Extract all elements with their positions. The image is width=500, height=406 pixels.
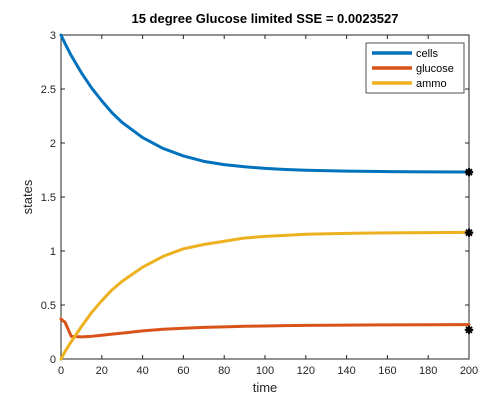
series-lines <box>59 33 471 361</box>
series-line-glucose <box>59 317 471 339</box>
data-point-markers <box>464 167 474 335</box>
y-tick-label: 3 <box>50 30 56 42</box>
y-axis-label: states <box>20 179 35 214</box>
x-tick-label: 20 <box>96 365 108 377</box>
legend-label-glucose: glucose <box>416 63 454 75</box>
chart-title: 15 degree Glucose limited SSE = 0.002352… <box>131 11 398 26</box>
y-tick-label: 2.5 <box>41 84 56 96</box>
x-tick-label: 180 <box>419 365 437 377</box>
x-tick-label: 0 <box>58 365 64 377</box>
data-point-marker <box>464 228 474 237</box>
y-tick-label: 0.5 <box>41 300 56 312</box>
x-tick-label: 40 <box>136 365 148 377</box>
legend-label-cells: cells <box>416 48 439 60</box>
y-tick-label: 1 <box>50 246 56 258</box>
legend-label-ammo: ammo <box>416 78 447 90</box>
x-tick-label: 200 <box>460 365 478 377</box>
x-tick-label: 120 <box>297 365 315 377</box>
x-tick-label: 60 <box>177 365 189 377</box>
x-axis-label: time <box>253 380 278 395</box>
y-axis-ticks: 0 0.5 1 1.5 2 2.5 3 <box>41 30 469 366</box>
x-tick-label: 80 <box>218 365 230 377</box>
data-point-marker <box>464 325 474 335</box>
series-line-ammo <box>59 230 471 361</box>
x-tick-label: 160 <box>378 365 396 377</box>
x-axis-ticks: 0 20 40 60 80 100 120 140 160 180 200 <box>58 35 478 377</box>
y-tick-label: 0 <box>50 354 56 366</box>
legend: cells glucose ammo <box>365 42 465 94</box>
y-tick-label: 1.5 <box>41 192 56 204</box>
y-tick-label: 2 <box>50 138 56 150</box>
data-point-marker <box>464 167 474 177</box>
x-tick-label: 100 <box>256 365 274 377</box>
x-tick-label: 140 <box>337 365 355 377</box>
series-line-cells <box>59 33 471 174</box>
